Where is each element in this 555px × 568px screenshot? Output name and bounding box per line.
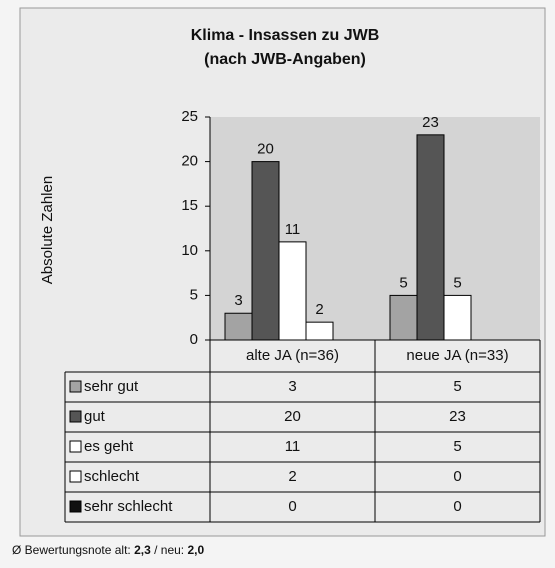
legend-label: es geht [84, 438, 134, 455]
y-tick-label: 20 [181, 153, 198, 170]
bar [389, 294, 418, 341]
chart-subtitle: (nach JWB-Angaben) [204, 51, 366, 68]
bar [416, 134, 445, 341]
data-label: 5 [453, 274, 461, 291]
y-tick-label: 15 [181, 197, 198, 214]
table-value: 5 [453, 378, 461, 395]
bar [224, 312, 253, 341]
footer-alt: 2,3 [134, 543, 151, 557]
data-label: 2 [315, 301, 323, 318]
table-value: 3 [288, 378, 296, 395]
bar [305, 321, 334, 341]
legend-swatch [69, 500, 82, 513]
table-value: 11 [285, 438, 301, 455]
y-tick-label: 5 [190, 286, 198, 303]
data-label: 5 [399, 274, 407, 291]
y-tick-label: 25 [181, 108, 198, 125]
table-value: 20 [284, 408, 301, 425]
legend-label: gut [84, 408, 106, 425]
y-axis-label: Absolute Zahlen [39, 176, 56, 284]
legend-swatch [69, 440, 82, 453]
footer-neu: 2,0 [187, 543, 204, 557]
data-label: 23 [422, 114, 439, 131]
category-label: alte JA (n=36) [246, 347, 339, 364]
table-value: 2 [288, 468, 296, 485]
footer-middle: / neu: [151, 543, 188, 557]
table-value: 5 [453, 438, 461, 455]
bar [278, 241, 307, 341]
table-value: 23 [449, 408, 466, 425]
bar [251, 161, 280, 341]
legend-label: schlecht [84, 468, 140, 485]
data-label: 3 [234, 292, 242, 309]
legend-swatch [69, 470, 82, 483]
legend-label: sehr schlecht [84, 498, 173, 515]
category-label: neue JA (n=33) [406, 347, 508, 364]
data-label: 20 [257, 141, 274, 158]
legend-label: sehr gut [84, 378, 139, 395]
table-value: 0 [453, 468, 461, 485]
chart-title: Klima - Insassen zu JWB [191, 27, 380, 44]
y-tick-label: 10 [181, 242, 198, 259]
legend-swatch [69, 380, 82, 393]
data-label: 11 [285, 221, 301, 238]
footer: Ø Bewertungsnote alt: 2,3 / neu: 2,0 [12, 543, 204, 557]
legend-swatch [69, 410, 82, 423]
footer-prefix: Ø Bewertungsnote alt: [12, 543, 134, 557]
y-tick-label: 0 [190, 331, 198, 348]
table-value: 0 [453, 498, 461, 515]
table-value: 0 [288, 498, 296, 515]
bar [443, 294, 472, 341]
